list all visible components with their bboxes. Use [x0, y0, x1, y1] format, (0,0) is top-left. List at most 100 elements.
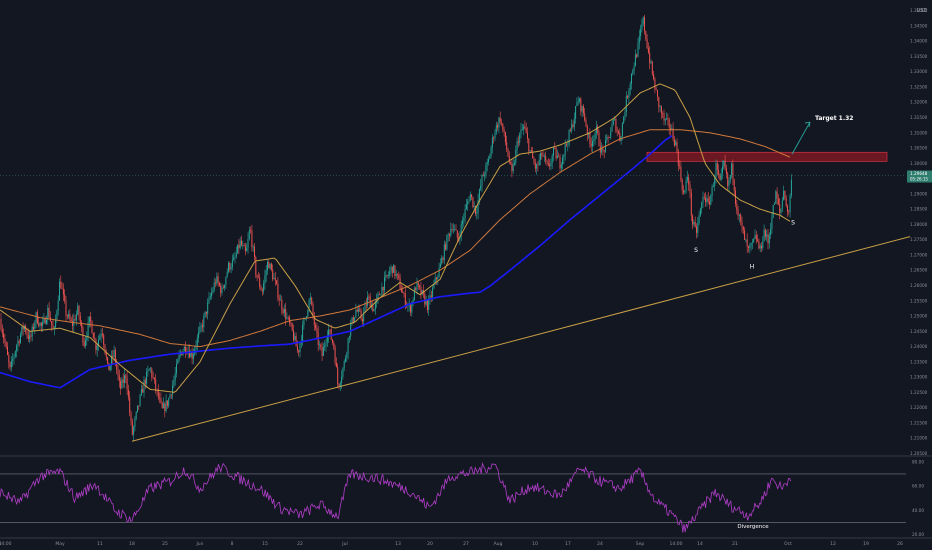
candle-body: [4, 338, 6, 343]
candle-body: [402, 291, 404, 294]
candle-body: [81, 322, 83, 328]
time-tick-label: 21: [732, 541, 738, 547]
candle-body: [478, 189, 480, 200]
candle-body: [400, 288, 402, 292]
candle-body: [270, 263, 272, 270]
time-tick-label: Jul: [341, 541, 347, 547]
time-tick-label: 24: [597, 541, 603, 547]
candle-body: [139, 394, 141, 406]
candle-body: [761, 245, 762, 249]
time-axis[interactable]: 014:00May111825Jun81522Jul132027Aug10172…: [0, 537, 932, 547]
candle-body: [751, 241, 753, 243]
trendline-layer[interactable]: [0, 175, 911, 442]
candle-body: [315, 324, 317, 329]
candle-body: [445, 244, 447, 250]
candle-body: [397, 273, 398, 275]
candle-body: [142, 389, 144, 393]
candle-body: [432, 288, 434, 297]
candle-body: [209, 296, 211, 298]
candle-body: [104, 344, 106, 354]
candle-body: [403, 293, 405, 294]
candle-body: [438, 267, 440, 277]
candle-body: [16, 345, 18, 352]
candle-body: [611, 124, 613, 132]
candle-body: [681, 179, 683, 191]
candle-body: [29, 335, 31, 339]
candle-body: [268, 262, 270, 269]
candle-body: [62, 289, 64, 295]
candle-body: [329, 329, 331, 331]
candle-body: [360, 311, 362, 319]
time-tick-label: 14:00: [0, 541, 12, 547]
candle-body: [556, 155, 558, 159]
candle-body: [25, 326, 27, 332]
candle-body: [465, 204, 467, 210]
candle-body: [645, 31, 647, 40]
candle-body: [766, 234, 768, 237]
candle-body: [52, 325, 54, 329]
candle-body: [286, 317, 288, 319]
candle-body: [129, 397, 131, 413]
time-tick-label: 18: [129, 541, 135, 547]
candle-body: [251, 230, 253, 248]
candle-body: [51, 321, 53, 326]
candle-body: [433, 283, 435, 289]
candle-body: [551, 155, 553, 164]
candle-body: [586, 126, 588, 135]
candle-body: [790, 179, 792, 196]
candle-body: [306, 316, 307, 318]
candle-body: [463, 217, 465, 221]
candle-body: [514, 162, 515, 165]
candle-body: [521, 129, 523, 130]
candle-body: [151, 368, 153, 378]
candle-body: [475, 205, 476, 214]
resistance-zone: [646, 151, 888, 162]
candle-body: [757, 239, 759, 242]
candle-body: [215, 282, 216, 284]
candle-body: [267, 262, 268, 271]
candle-body: [443, 244, 445, 261]
candle-body: [72, 321, 73, 326]
candle-body: [709, 201, 710, 205]
ascending-trendline[interactable]: [131, 236, 911, 442]
candle-body: [95, 339, 97, 351]
candle-body: [699, 208, 701, 216]
candle-body: [395, 273, 397, 277]
candle-body: [152, 377, 154, 378]
candle-body: [352, 317, 354, 322]
candle-body: [640, 29, 642, 37]
candle-body: [693, 222, 695, 225]
price-tick-label: 1.31000: [910, 130, 928, 135]
candle-body: [66, 315, 68, 317]
candle-body: [393, 265, 395, 273]
candle-body: [42, 322, 44, 326]
candle-body: [322, 347, 324, 356]
candle-body: [718, 170, 720, 175]
candle-body: [70, 319, 72, 322]
candle-body: [657, 90, 658, 97]
candle-body: [0, 319, 2, 330]
candle-body: [758, 241, 760, 249]
candle-body: [425, 300, 427, 305]
time-tick-label: Aug: [494, 541, 503, 547]
candle-body: [781, 200, 783, 209]
candle-body: [190, 352, 192, 358]
candle-body: [528, 138, 530, 152]
candle-body: [703, 196, 705, 198]
candle-body: [442, 257, 444, 261]
candle-body: [774, 203, 775, 206]
candle-body: [293, 330, 294, 341]
price-axis[interactable]: 1.35000 1.34500 1.34000 1.33500 1.33000 1.325…: [907, 8, 932, 456]
candle-body: [592, 140, 593, 147]
candle-body: [662, 113, 664, 114]
left-shoulder-label: S: [694, 247, 698, 254]
time-tick-label: 0: [0, 541, 2, 547]
candle-body: [116, 362, 118, 370]
candle-body: [199, 326, 201, 333]
candle-body: [257, 277, 259, 278]
candle-body: [597, 126, 599, 133]
candle-body: [124, 375, 125, 383]
price-tick-label: 1.30000: [910, 161, 928, 166]
